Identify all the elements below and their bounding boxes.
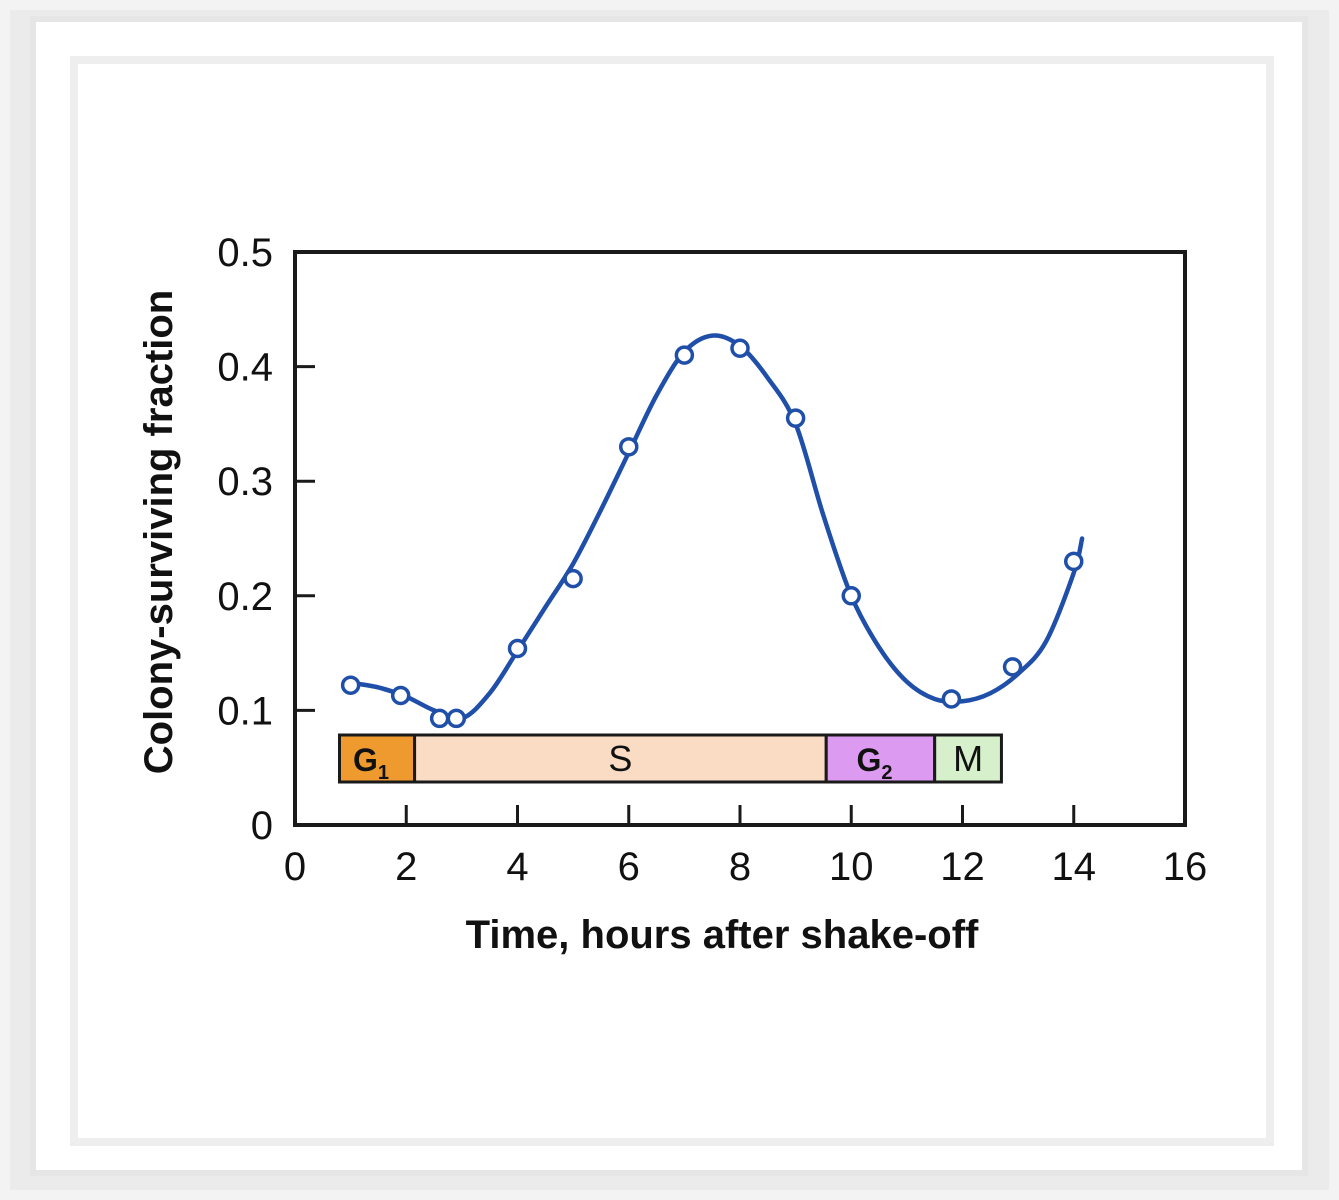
data-point xyxy=(674,345,695,365)
y-tick-label: 0.4 xyxy=(217,346,273,390)
y-tick-label: 0.2 xyxy=(217,575,273,619)
phase-label: M xyxy=(953,738,983,779)
outer-frame xyxy=(10,10,1329,1190)
y-tick-label: 0.3 xyxy=(217,460,273,504)
data-point xyxy=(446,708,467,729)
y-axis-label: Colony-surviving fraction xyxy=(137,290,181,775)
x-tick-label: 0 xyxy=(284,845,306,889)
data-point xyxy=(429,708,450,729)
x-tick-label: 4 xyxy=(506,845,528,889)
x-tick-label: 6 xyxy=(618,845,640,889)
x-tick-label: 12 xyxy=(940,845,985,889)
x-tick-label: 16 xyxy=(1163,845,1208,889)
data-point xyxy=(1002,657,1023,677)
phase-label: S xyxy=(608,738,632,779)
data-point xyxy=(507,638,528,659)
data-point xyxy=(340,675,361,695)
data-markers xyxy=(340,338,1084,729)
y-tick-label: 0.5 xyxy=(217,231,273,275)
data-point xyxy=(785,408,806,428)
x-tick-label: 10 xyxy=(829,845,874,889)
phase-segment xyxy=(824,733,937,784)
axis-ticks: 0 2 4 6 8 10 12 14 16 0 0.1 0.2 0.3 0.4 0.5 xyxy=(217,231,1207,889)
data-point xyxy=(730,338,750,359)
x-tick-label: 2 xyxy=(395,845,417,889)
data-point xyxy=(841,586,861,606)
data-point xyxy=(619,437,639,457)
y-tick-label: 0.1 xyxy=(217,689,273,733)
chart-panel xyxy=(70,56,1274,1146)
data-point xyxy=(563,568,583,589)
x-axis-label: Time, hours after shake-off xyxy=(466,913,979,957)
y-tick-label: 0 xyxy=(251,804,273,848)
x-tick-label: 14 xyxy=(1052,845,1097,889)
fit-curve-line xyxy=(348,333,1085,722)
cell-cycle-phase-bar: G1 S G2 M xyxy=(338,733,1003,784)
phase-segment xyxy=(338,733,417,784)
image-frame xyxy=(30,16,1308,1176)
phase-segment xyxy=(933,733,1003,784)
data-point xyxy=(390,685,411,706)
data-point xyxy=(941,689,962,709)
x-tick-label: 8 xyxy=(729,845,751,889)
data-point xyxy=(1064,551,1084,572)
